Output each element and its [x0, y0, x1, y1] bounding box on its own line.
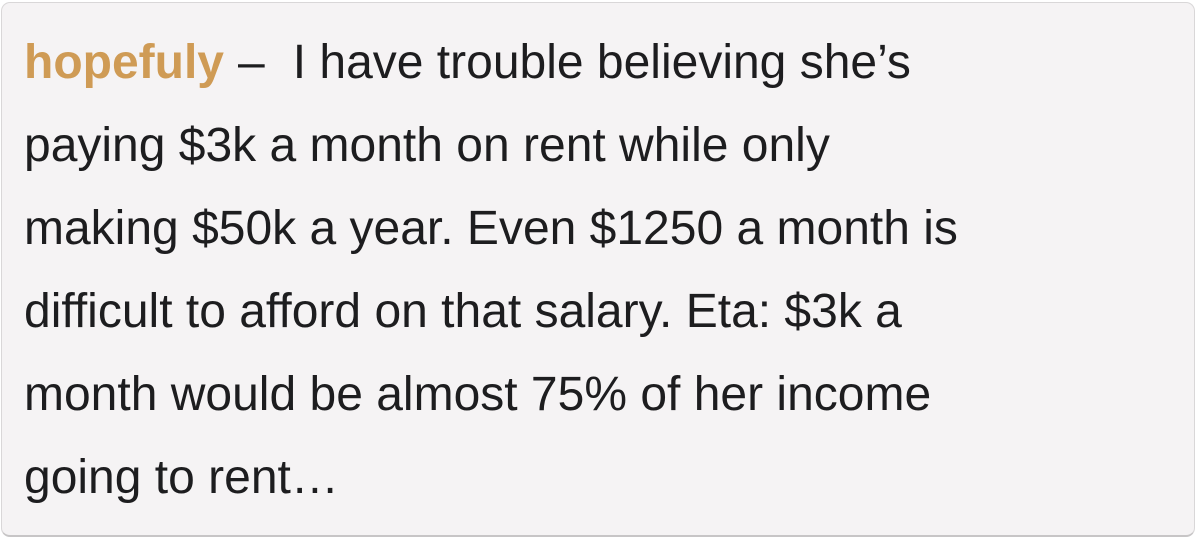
comment-author-username[interactable]: hopefuly — [24, 36, 224, 89]
comment-body: I have trouble believing she’s paying $3… — [24, 36, 958, 504]
comment-text: hopefuly – I have trouble believing she’s … — [24, 21, 979, 519]
comment-separator: – — [238, 36, 265, 89]
